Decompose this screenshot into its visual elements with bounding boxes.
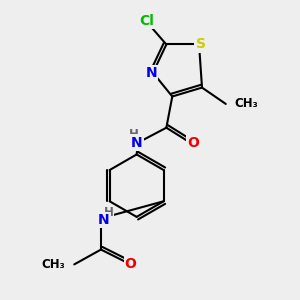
Text: N: N [98, 213, 110, 227]
Text: CH₃: CH₃ [41, 258, 65, 271]
Text: O: O [125, 257, 136, 272]
Text: H: H [129, 128, 139, 141]
Text: S: S [196, 38, 206, 52]
Text: N: N [146, 66, 157, 80]
Text: N: N [131, 136, 142, 150]
Text: O: O [187, 136, 199, 150]
Text: CH₃: CH₃ [235, 98, 259, 110]
Text: Cl: Cl [140, 14, 154, 28]
Text: H: H [103, 206, 113, 219]
